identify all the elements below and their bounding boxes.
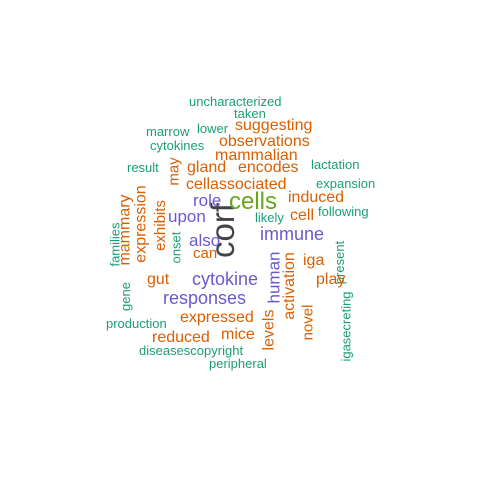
word-following: following xyxy=(318,204,369,219)
word-result: result xyxy=(127,160,159,175)
word-upon: upon xyxy=(168,207,206,226)
word-present: igasecreting xyxy=(338,291,354,362)
word-cytokines: cytokines xyxy=(150,138,205,153)
word-suggesting: suggesting xyxy=(235,117,313,134)
word-novel: novel xyxy=(299,304,317,341)
word-cellassociated: cellassociated xyxy=(186,176,287,193)
word-responses: responses xyxy=(163,288,247,308)
word-activation: activation xyxy=(280,252,298,320)
word-expressed: expressed xyxy=(180,309,254,326)
word-iga: iga xyxy=(303,252,325,269)
word-can: can xyxy=(193,245,218,262)
word-may: may xyxy=(165,157,183,186)
word-gene: gene xyxy=(117,282,133,311)
word-induced: induced xyxy=(288,189,345,206)
word-encodes: encodes xyxy=(238,159,299,176)
word-diseasescopyright: diseasescopyright xyxy=(139,343,244,358)
word-marrow: marrow xyxy=(146,124,190,139)
word-expansion: expansion xyxy=(316,176,376,191)
word-mammalian: mammalian xyxy=(215,147,298,164)
word-likely: likely xyxy=(255,210,284,225)
word-families: families xyxy=(107,222,123,267)
word-reduced: reduced xyxy=(152,329,210,346)
word-also: also xyxy=(189,231,221,250)
word-expression: expression xyxy=(132,185,150,263)
word-play: play xyxy=(316,271,346,288)
word-observations: observations xyxy=(219,133,310,150)
word-taken: taken xyxy=(234,106,266,121)
word-cell: cell xyxy=(290,207,315,224)
word-exhibits: exhibits xyxy=(151,200,169,251)
word-gland: gland xyxy=(187,159,227,176)
word-uncharacterized: uncharacterized xyxy=(189,94,282,109)
word-production: production xyxy=(106,316,167,331)
word-mice: mice xyxy=(221,326,255,343)
word-lower: lower xyxy=(197,121,229,136)
word-cells: cells xyxy=(229,188,278,215)
word-immune: immune xyxy=(260,224,325,244)
word-onset: onset xyxy=(168,231,184,264)
word-role: role xyxy=(193,191,222,210)
word-gut: gut xyxy=(147,271,170,288)
word-peripheral: peripheral xyxy=(209,356,267,371)
word-cytokine: cytokine xyxy=(192,269,259,289)
word-lactation: lactation xyxy=(311,157,360,172)
word-levels: levels xyxy=(260,309,278,351)
